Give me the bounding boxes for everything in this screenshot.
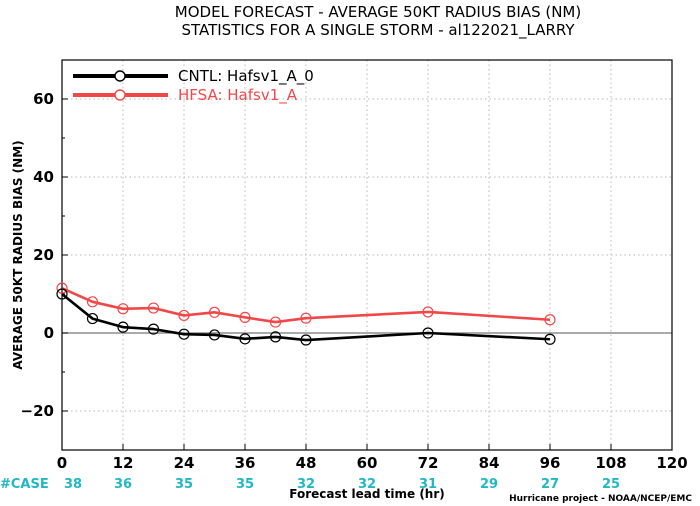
series-point-0 bbox=[56, 288, 68, 300]
case-count: 36 bbox=[114, 477, 132, 492]
chart-title: MODEL FORECAST - AVERAGE 50KT RADIUS BIA… bbox=[175, 3, 581, 21]
case-count: 35 bbox=[175, 477, 193, 492]
series-point-0 bbox=[208, 329, 221, 341]
series-point-0 bbox=[269, 331, 282, 343]
series-point-1 bbox=[208, 306, 221, 318]
x-tick-label: 48 bbox=[296, 454, 317, 472]
series-line-0 bbox=[61, 292, 551, 342]
case-count: 29 bbox=[480, 477, 498, 492]
y-tick-label: −20 bbox=[21, 402, 54, 420]
series-point-0 bbox=[86, 312, 99, 325]
grid-lines bbox=[62, 60, 672, 450]
x-tick-label: 12 bbox=[113, 454, 134, 472]
x-tick-label: 24 bbox=[174, 454, 195, 472]
series-point-0 bbox=[300, 334, 312, 346]
x-tick-label: 108 bbox=[595, 454, 626, 472]
series-point-1 bbox=[147, 302, 160, 314]
series-point-0 bbox=[178, 328, 190, 340]
series-point-0 bbox=[147, 323, 160, 335]
y-tick-label: 60 bbox=[33, 90, 54, 108]
x-axis-label: Forecast lead time (hr) bbox=[289, 487, 445, 501]
x-tick-label: 120 bbox=[656, 454, 687, 472]
series-point-1 bbox=[86, 296, 99, 308]
chart-subtitle: STATISTICS FOR A SINGLE STORM - al122021… bbox=[181, 21, 575, 40]
legend-swatch-marker bbox=[114, 70, 126, 82]
case-count: 35 bbox=[236, 477, 254, 492]
x-tick-label: 60 bbox=[357, 454, 378, 472]
series-line-1 bbox=[61, 286, 551, 324]
x-tick-label: 96 bbox=[540, 454, 561, 472]
y-tick-label: 20 bbox=[33, 246, 54, 264]
series-point-0 bbox=[239, 333, 251, 345]
y-tick-label: 0 bbox=[44, 324, 54, 342]
case-counts: #CASE 38 36 35 35 32 32 31 29 27 25 bbox=[0, 477, 620, 492]
y-tick-label: 40 bbox=[33, 168, 54, 186]
series-point-1 bbox=[269, 316, 282, 328]
series-point-1 bbox=[117, 303, 129, 315]
series-point-0 bbox=[422, 327, 434, 339]
credit-label: Hurricane project - NOAA/NCEP/EMC bbox=[509, 494, 692, 504]
y-axis-label: AVERAGE 50KT RADIUS BIAS (NM) bbox=[11, 140, 25, 369]
legend-label: HFSA: Hafsv1_A bbox=[178, 86, 298, 105]
x-tick-label: 0 bbox=[57, 454, 67, 472]
series-point-0 bbox=[117, 321, 129, 333]
case-count: 31 bbox=[419, 477, 437, 492]
legend-label: CNTL: Hafsv1_A_0 bbox=[178, 67, 314, 86]
series-point-1 bbox=[56, 282, 68, 294]
series-point-0 bbox=[544, 333, 556, 345]
series-group bbox=[56, 282, 556, 346]
x-tick-label: 72 bbox=[418, 454, 439, 472]
case-count: 32 bbox=[297, 477, 315, 492]
x-tick-label: 84 bbox=[479, 454, 500, 472]
series-point-1 bbox=[544, 314, 556, 326]
series-point-1 bbox=[178, 309, 190, 322]
case-count: 25 bbox=[602, 477, 620, 492]
series-point-1 bbox=[422, 306, 434, 318]
case-count: 27 bbox=[541, 477, 559, 492]
series-point-1 bbox=[239, 311, 251, 323]
legend-swatch-marker bbox=[114, 89, 126, 101]
axis-ticks: 0 12 24 36 48 60 72 84 96 108 120 −20 0 20 40 60 bbox=[21, 59, 688, 472]
series-point-1 bbox=[300, 312, 312, 324]
case-count: 38 bbox=[64, 477, 82, 492]
case-count: 32 bbox=[358, 477, 376, 492]
case-label: #CASE bbox=[0, 477, 49, 492]
x-tick-label: 36 bbox=[235, 454, 256, 472]
